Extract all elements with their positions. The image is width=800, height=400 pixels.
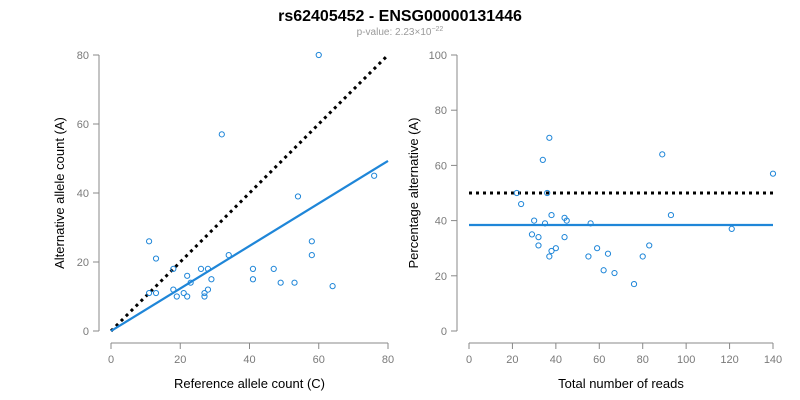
data-point bbox=[152, 255, 160, 262]
chart-subtitle: p-value: 2.23×10−22 bbox=[357, 26, 444, 38]
data-point bbox=[249, 276, 257, 283]
x-tick-label: 60 bbox=[593, 354, 605, 366]
data-point bbox=[277, 279, 284, 286]
data-point bbox=[561, 234, 568, 241]
data-point bbox=[315, 51, 322, 59]
data-point bbox=[769, 170, 777, 177]
fit-line bbox=[110, 159, 389, 332]
x-axis-title: Total number of reads bbox=[558, 376, 684, 391]
data-point bbox=[204, 265, 212, 272]
x-tick-label: 140 bbox=[764, 354, 782, 366]
data-point bbox=[552, 245, 559, 252]
x-tick-label: 40 bbox=[550, 354, 562, 366]
chart-panel-2: 0 20 40 60 80 100 120 140 0 20 40 60 80 100 Total numb… bbox=[406, 50, 782, 391]
y-tick-label: 100 bbox=[429, 50, 447, 62]
x-tick-label: 40 bbox=[243, 354, 255, 366]
data-point bbox=[187, 279, 194, 286]
data-point bbox=[145, 238, 153, 245]
data-point bbox=[548, 211, 555, 219]
y-tick-label: 80 bbox=[77, 50, 89, 62]
y-tick-label: 40 bbox=[435, 216, 447, 228]
data-point bbox=[208, 276, 215, 283]
x-tick-label: 0 bbox=[466, 354, 472, 366]
x-tick-label: 100 bbox=[677, 354, 695, 366]
data-point bbox=[544, 189, 551, 197]
data-point bbox=[145, 289, 153, 297]
data-point bbox=[667, 211, 675, 219]
p-value-base: 10 bbox=[420, 27, 432, 38]
data-point bbox=[630, 280, 638, 288]
data-point bbox=[184, 293, 191, 300]
y-axis-title: Percentage alternative (A) bbox=[406, 117, 421, 268]
data-point bbox=[646, 242, 653, 249]
x-tick-label: 80 bbox=[637, 354, 649, 366]
data-point bbox=[600, 267, 607, 274]
y-tick-label: 60 bbox=[77, 119, 89, 131]
y-tick-label: 0 bbox=[83, 326, 89, 338]
data-point bbox=[291, 279, 298, 286]
data-point bbox=[173, 293, 180, 300]
data-point bbox=[294, 193, 302, 200]
data-point bbox=[201, 289, 208, 297]
data-point bbox=[201, 293, 208, 300]
x-tick-label: 60 bbox=[313, 354, 325, 366]
data-point bbox=[204, 286, 212, 293]
y-tick-label: 60 bbox=[435, 160, 447, 172]
data-point bbox=[728, 225, 735, 232]
data-point bbox=[541, 220, 549, 227]
data-point bbox=[170, 286, 177, 293]
chart-panels: 0 20 40 60 80 0 20 40 60 80 Reference allele count… bbox=[52, 50, 782, 391]
data-point bbox=[152, 289, 160, 297]
data-point bbox=[308, 252, 315, 259]
data-point bbox=[184, 272, 191, 279]
data-point bbox=[308, 238, 315, 245]
x-tick-label: 80 bbox=[382, 354, 394, 366]
data-point bbox=[604, 250, 612, 257]
chart-panel-1: 0 20 40 60 80 0 20 40 60 80 Reference allele count… bbox=[52, 50, 394, 391]
data-point bbox=[218, 131, 225, 138]
p-value-times: × bbox=[414, 27, 420, 38]
reference-line bbox=[109, 53, 390, 333]
data-point bbox=[371, 172, 378, 179]
data-point bbox=[170, 265, 177, 272]
data-point bbox=[225, 252, 232, 259]
data-point bbox=[513, 189, 520, 197]
y-tick-label: 80 bbox=[435, 105, 447, 117]
data-point bbox=[535, 242, 542, 249]
data-point bbox=[249, 265, 257, 272]
data-point bbox=[594, 245, 601, 252]
data-point bbox=[197, 265, 205, 272]
p-value-prefix: p-value: 2.23 bbox=[357, 27, 415, 38]
x-tick-label: 0 bbox=[108, 354, 114, 366]
data-point bbox=[587, 220, 594, 227]
x-tick-label: 20 bbox=[174, 354, 186, 366]
y-tick-label: 20 bbox=[77, 257, 89, 269]
data-point bbox=[528, 231, 536, 238]
data-point bbox=[535, 234, 542, 241]
data-point bbox=[180, 289, 187, 297]
chart-title: rs62405452 - ENSG00000131446 bbox=[278, 8, 522, 25]
data-point bbox=[639, 253, 646, 260]
y-tick-label: 0 bbox=[441, 326, 447, 338]
x-tick-label: 20 bbox=[506, 354, 518, 366]
x-tick-label: 120 bbox=[720, 354, 738, 366]
p-value-exponent: −22 bbox=[431, 26, 443, 33]
data-point bbox=[611, 269, 618, 277]
x-axis-title: Reference allele count (C) bbox=[174, 376, 325, 391]
y-tick-label: 20 bbox=[435, 271, 447, 283]
data-point bbox=[659, 151, 666, 158]
data-point bbox=[518, 200, 525, 208]
data-point bbox=[329, 283, 336, 290]
data-point bbox=[585, 253, 592, 260]
data-point bbox=[548, 247, 555, 255]
data-point bbox=[563, 217, 570, 224]
data-point bbox=[546, 134, 553, 141]
data-point bbox=[270, 265, 277, 272]
y-axis-title: Alternative allele count (A) bbox=[52, 117, 67, 269]
y-tick-label: 40 bbox=[77, 188, 89, 200]
data-point bbox=[531, 217, 538, 224]
data-point bbox=[546, 253, 553, 260]
data-point bbox=[539, 156, 546, 163]
